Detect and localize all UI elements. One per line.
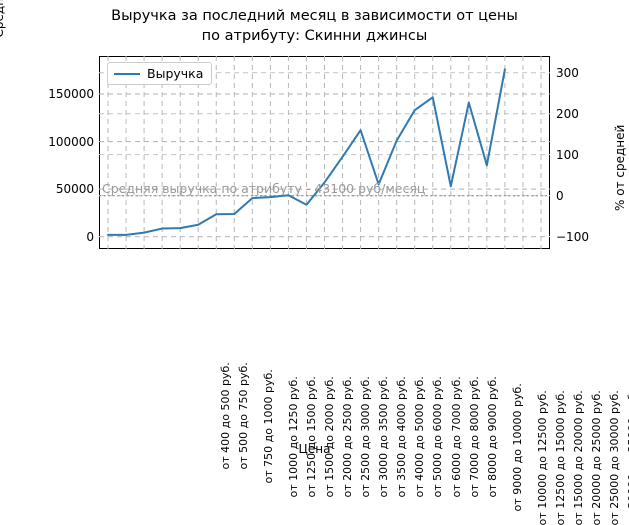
x-tick-label: от 1500 до 2000 руб. xyxy=(323,376,337,498)
x-tick-label: от 2000 до 2500 руб. xyxy=(341,376,355,498)
x-tick-label: от 10000 до 12500 руб. xyxy=(535,390,549,525)
revenue-line xyxy=(107,68,506,236)
plot-frame xyxy=(99,56,550,249)
y-tick-right: −100 xyxy=(556,229,589,244)
x-axis-label: Цена xyxy=(298,442,331,456)
y-axis-right-label: % от средней xyxy=(613,124,627,211)
x-tick-label: от 1000 до 1250 руб. xyxy=(287,376,301,498)
x-tick-label: от 20000 до 25000 руб. xyxy=(589,390,603,525)
y-tick-left: 100000 xyxy=(48,134,94,149)
y-axis-right-label-wrap: % от средней xyxy=(613,125,627,211)
x-tick-label: от 2500 до 3000 руб. xyxy=(359,376,373,498)
y-axis-left-ticks: 0 50000 100000 150000 xyxy=(0,56,99,249)
y-tick-right: 100 xyxy=(556,147,579,162)
legend-label-revenue: Выручка xyxy=(147,66,204,81)
y-tick-left: 50000 xyxy=(55,182,94,197)
y-axis-left-label: Средняя выручка, руб/месяц xyxy=(0,0,6,46)
plot-area: Средняя выручка по атрибуту - 43100 руб/… xyxy=(99,56,550,249)
y-axis-right-ticks: −100 0 100 200 300 xyxy=(550,56,629,249)
x-tick-label: от 1250 до 1500 руб. xyxy=(305,376,319,498)
y-tick-right: 200 xyxy=(556,106,579,121)
x-tick-label: от 750 до 1000 руб. xyxy=(262,369,276,484)
y-tick-left: 0 xyxy=(86,229,94,244)
x-tick-label: от 8000 до 9000 руб. xyxy=(485,376,499,498)
y-tick-right: 0 xyxy=(556,188,564,203)
x-tick-label: от 3500 до 4000 руб. xyxy=(395,376,409,498)
x-tick-label: от 15000 до 20000 руб. xyxy=(571,390,585,525)
x-tick-label: от 25000 до 30000 руб. xyxy=(608,390,622,525)
chart-legend: Выручка xyxy=(107,62,213,85)
x-tick-label: от 4000 до 5000 руб. xyxy=(413,376,427,498)
x-tick-label: от 12500 до 15000 руб. xyxy=(553,390,567,525)
y-tick-left: 150000 xyxy=(48,87,94,102)
x-tick-label: от 6000 до 7000 руб. xyxy=(449,376,463,498)
y-tick-right: 300 xyxy=(556,65,579,80)
x-tick-label: от 3000 до 3500 руб. xyxy=(377,376,391,498)
x-axis-ticks: от 400 до 500 руб. от 500 до 750 руб. от 7… xyxy=(99,249,629,525)
legend-line-swatch xyxy=(114,72,140,75)
x-tick-label: от 5000 до 6000 руб. xyxy=(431,376,445,498)
chart-title: Выручка за последний месяц в зависимости… xyxy=(111,8,518,44)
x-tick-label: от 7000 до 8000 руб. xyxy=(467,376,481,498)
